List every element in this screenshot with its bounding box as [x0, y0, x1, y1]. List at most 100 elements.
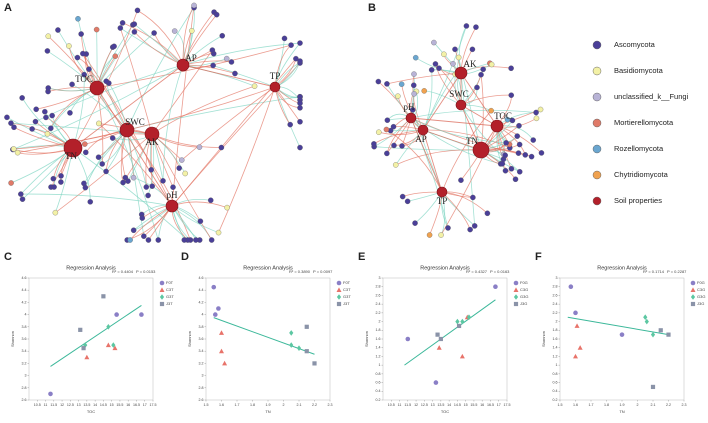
- legend-label: Chytridiomycota: [614, 170, 669, 179]
- soil-node: [269, 81, 281, 93]
- legend-label: G3G: [520, 294, 528, 299]
- y-tick-label: 2.8: [199, 386, 204, 390]
- taxon-node: [117, 25, 124, 31]
- soil-node: [490, 119, 504, 133]
- point: [574, 323, 580, 328]
- taxon-node: [467, 226, 473, 233]
- hub-edge: [460, 72, 498, 127]
- x-tick-label: 16: [480, 403, 484, 407]
- x-tick-label: 14: [447, 403, 451, 407]
- point: [436, 345, 442, 350]
- network-edge: [98, 123, 173, 207]
- taxon-node: [19, 95, 25, 101]
- taxon-node: [508, 166, 515, 172]
- taxon-node: [297, 40, 303, 46]
- y-tick-label: 0.2: [553, 398, 558, 402]
- legend-marker: [592, 170, 602, 180]
- panel-label: D: [181, 251, 189, 263]
- taxon-node: [428, 67, 435, 73]
- taxon-node: [99, 161, 105, 167]
- soil-node: [144, 126, 160, 142]
- point: [573, 310, 578, 316]
- y-tick-label: 1.6: [553, 337, 558, 341]
- taxon-node: [197, 218, 204, 224]
- panel-label: E: [358, 251, 365, 263]
- x-tick-label: 11.5: [404, 403, 411, 407]
- point: [644, 318, 649, 325]
- point: [690, 287, 696, 292]
- soil-node-label: AK: [146, 137, 159, 147]
- point: [289, 342, 294, 348]
- taxon-node: [474, 84, 480, 91]
- point: [84, 354, 90, 360]
- taxon-node: [516, 169, 523, 175]
- network-edge: [151, 133, 213, 241]
- hub-edge: [422, 129, 482, 151]
- taxon-node: [404, 198, 411, 205]
- legend-marker: [592, 66, 602, 76]
- taxon-node: [515, 150, 522, 156]
- soil-node: [176, 58, 190, 72]
- y-tick-label: 1.6: [376, 337, 381, 341]
- taxon-node: [441, 51, 447, 58]
- y-tick-label: 2.6: [553, 293, 558, 297]
- taxon-node: [75, 16, 81, 22]
- taxon-node: [391, 142, 397, 149]
- taxon-node: [503, 140, 509, 146]
- legend-label: unclassified_k__Fungi: [614, 92, 689, 101]
- x-tick-label: 14: [93, 403, 97, 407]
- p-value: P = 0.2287: [667, 269, 687, 274]
- taxon-node: [411, 82, 417, 89]
- taxon-node: [134, 7, 141, 14]
- taxon-node: [371, 141, 377, 147]
- x-axis-label: TOC: [87, 409, 95, 414]
- soil-node-label: pH: [167, 190, 179, 200]
- network-edge: [96, 87, 159, 241]
- network-edge: [395, 149, 482, 166]
- taxon-node: [530, 137, 537, 143]
- hub-edge: [96, 87, 173, 207]
- network-edge: [96, 31, 135, 89]
- p-value: P = 0.0097: [313, 269, 333, 274]
- taxon-node: [87, 199, 94, 205]
- x-tick-label: 2: [283, 403, 285, 407]
- point: [513, 287, 519, 292]
- y-tick-label: 4.4: [199, 288, 204, 292]
- y-tick-label: 2.6: [376, 293, 381, 297]
- network-edge: [218, 86, 276, 233]
- x-tick-label: 1.6: [573, 403, 578, 407]
- taxon-node: [131, 29, 138, 35]
- legend-label: C3T: [166, 287, 174, 292]
- soil-node-label: SWC: [125, 117, 145, 127]
- panel-label: B: [368, 2, 376, 14]
- legend-label: G3T: [343, 294, 351, 299]
- y-tick-label: 0.6: [553, 381, 558, 385]
- soil-node: [417, 124, 429, 136]
- x-tick-label: 1.6: [219, 403, 224, 407]
- y-tick-label: 2.2: [376, 311, 381, 315]
- x-tick-label: 13.5: [83, 403, 90, 407]
- y-tick-label: 2.8: [22, 386, 27, 390]
- taxon-node: [399, 193, 406, 200]
- x-tick-label: 16.5: [133, 403, 140, 407]
- taxon-node: [502, 167, 509, 174]
- taxon-node: [218, 144, 225, 151]
- x-tick-label: 2.3: [682, 403, 687, 407]
- hub-edge: [410, 117, 498, 127]
- taxon-node: [191, 2, 197, 9]
- soil-node-label: SWC: [449, 89, 469, 99]
- y-tick-label: 3: [379, 276, 381, 280]
- hub-edge: [460, 104, 498, 127]
- taxon-node: [281, 35, 288, 42]
- taxon-node: [398, 81, 405, 87]
- legend-label: Basidiomycota: [614, 66, 664, 75]
- point: [48, 391, 53, 397]
- taxon-node: [508, 65, 514, 71]
- taxon-node: [537, 106, 544, 113]
- legend-marker: [592, 196, 602, 206]
- point: [78, 327, 83, 332]
- point: [666, 332, 671, 337]
- taxon-node: [55, 27, 61, 33]
- taxon-node: [19, 196, 26, 202]
- x-tick-label: 16: [126, 403, 130, 407]
